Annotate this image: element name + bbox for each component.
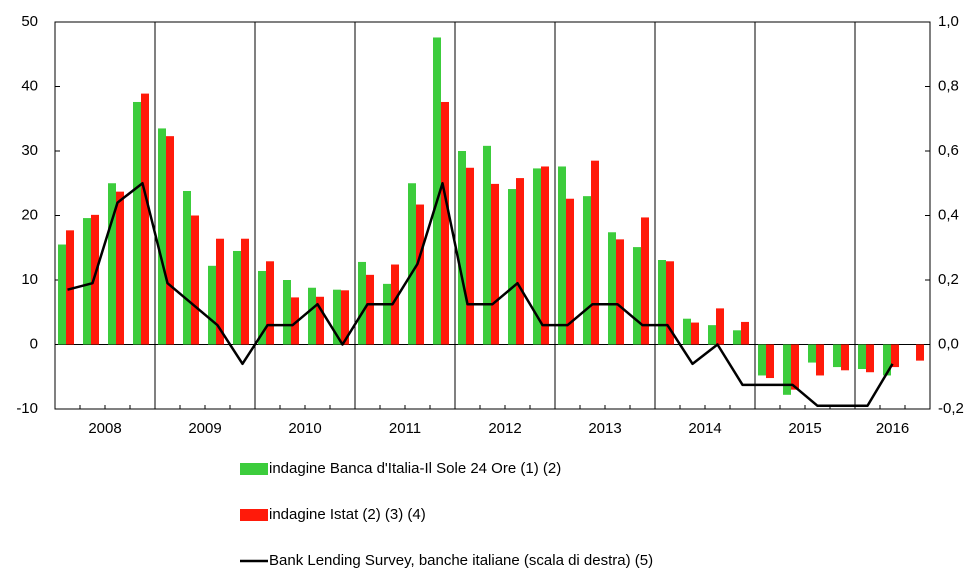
legend-swatch (240, 463, 268, 475)
y2-tick-label: 0,8 (938, 77, 959, 94)
bar (358, 261, 366, 345)
bar (841, 344, 849, 371)
bar (216, 238, 224, 345)
bar (641, 217, 649, 345)
x-tick-label: 2013 (588, 420, 621, 437)
bar (833, 344, 841, 368)
bar (691, 322, 699, 345)
x-tick-label: 2009 (188, 420, 221, 437)
x-tick-label: 2016 (876, 420, 909, 437)
y-tick-label: 40 (21, 77, 38, 94)
bar (458, 151, 466, 345)
bar (791, 344, 799, 390)
bar (741, 321, 749, 345)
bar (566, 198, 574, 345)
bar (333, 289, 341, 345)
y2-tick-label: -0,2 (938, 400, 964, 417)
bar (633, 247, 641, 345)
bar (758, 344, 766, 376)
legend-swatch (240, 509, 268, 521)
bar (808, 344, 816, 363)
bar (541, 166, 549, 345)
bar (866, 344, 874, 373)
bar (508, 189, 516, 345)
y-tick-label: 50 (21, 13, 38, 30)
bar (308, 287, 316, 345)
bar (433, 37, 441, 345)
bar (708, 325, 716, 345)
y-tick-label: 30 (21, 142, 38, 159)
bar (483, 145, 491, 345)
bar (683, 318, 691, 345)
x-tick-label: 2011 (389, 420, 421, 437)
legend-label: indagine Istat (2) (3) (4) (269, 506, 426, 523)
bar (316, 296, 324, 345)
bar (616, 239, 624, 345)
bar (608, 232, 616, 345)
line (67, 182, 894, 408)
bar (466, 167, 474, 345)
bar (291, 297, 299, 345)
x-tick-label: 2014 (688, 420, 721, 437)
bar (108, 183, 116, 345)
bar (766, 344, 774, 379)
bar (166, 136, 174, 345)
bar (91, 214, 99, 345)
bar (883, 344, 891, 376)
bar (916, 344, 924, 361)
bar (116, 191, 124, 345)
bar (533, 168, 541, 345)
bar (591, 160, 599, 345)
y2-tick-label: 0,2 (938, 271, 959, 288)
bar (241, 238, 249, 345)
bar (266, 261, 274, 345)
x-tick-label: 2015 (788, 420, 821, 437)
bar (183, 190, 191, 345)
bar (416, 204, 424, 345)
bar (283, 280, 291, 345)
bar (816, 344, 824, 376)
bar (58, 244, 66, 345)
x-tick-label: 2010 (288, 420, 321, 437)
legend-label: indagine Banca d'Italia-Il Sole 24 Ore (… (269, 460, 561, 477)
bar (583, 196, 591, 345)
bar (733, 330, 741, 345)
y-tick-label: 0 (30, 335, 38, 352)
y2-tick-label: 0,4 (938, 206, 959, 223)
y2-tick-label: 0,6 (938, 142, 959, 159)
bar (141, 93, 149, 345)
bar (258, 270, 266, 345)
bar (83, 218, 91, 345)
bar (441, 101, 449, 345)
bar (391, 264, 399, 345)
bar (891, 344, 899, 368)
bar (716, 308, 724, 345)
y-tick-label: 10 (21, 271, 38, 288)
bar (658, 260, 666, 345)
bar (158, 128, 166, 345)
x-tick-label: 2012 (488, 420, 521, 437)
bar (208, 265, 216, 345)
y2-tick-label: 0,0 (938, 335, 959, 352)
y2-tick-label: 1,0 (938, 13, 959, 30)
bar (858, 344, 866, 370)
bar (233, 250, 241, 345)
bar (558, 166, 566, 345)
bar (516, 178, 524, 345)
bar (341, 290, 349, 345)
bar (133, 101, 141, 345)
bar (191, 215, 199, 345)
legend-label: Bank Lending Survey, banche italiane (sc… (269, 552, 653, 569)
bar (366, 274, 374, 345)
y-tick-label: -10 (16, 400, 38, 417)
bar (783, 344, 791, 395)
bar (408, 183, 416, 345)
bar (666, 261, 674, 345)
x-tick-label: 2008 (88, 420, 121, 437)
y-tick-label: 20 (21, 206, 38, 223)
bar (66, 230, 74, 345)
bar (491, 183, 499, 345)
bar (383, 283, 391, 345)
